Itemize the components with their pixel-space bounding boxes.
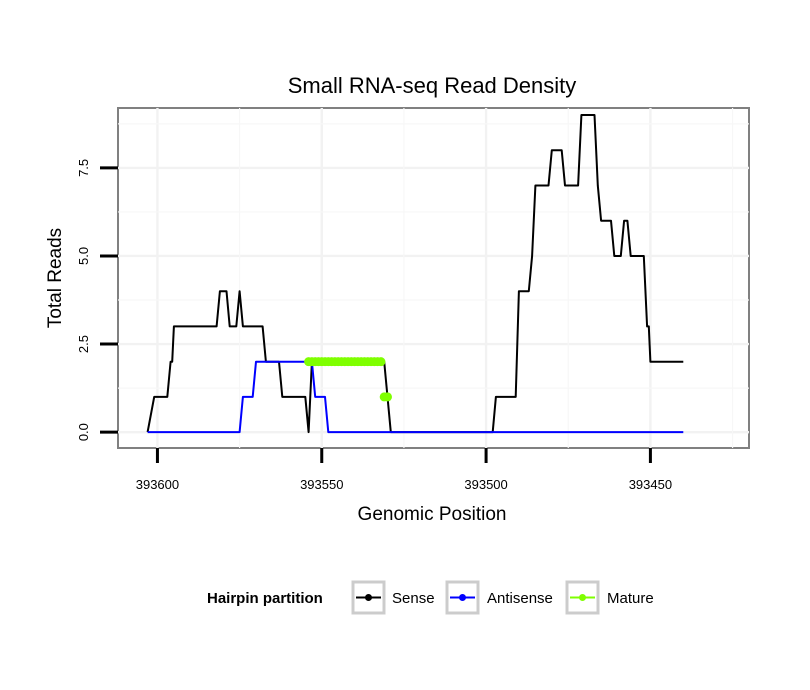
y-tick-label-2: 5.0 bbox=[76, 247, 91, 265]
y-tick-label-1: 2.5 bbox=[76, 335, 91, 353]
series-layer bbox=[146, 114, 684, 434]
series-line-antisense bbox=[147, 360, 684, 434]
legend-entry-sense: Sense bbox=[351, 580, 435, 615]
legend-label-antisense: Antisense bbox=[487, 590, 553, 607]
legend-title: Hairpin partition bbox=[207, 590, 323, 607]
legend-key-dot-antisense bbox=[459, 594, 466, 601]
axis-layer: 393600 393550 393500 393450 0.0 2.5 5.0 7.5 bbox=[76, 159, 672, 492]
legend-label-mature: Mature bbox=[607, 590, 654, 607]
x-tick-label-0: 393600 bbox=[136, 477, 179, 492]
y-tick-label-0: 0.0 bbox=[76, 423, 91, 441]
legend: Hairpin partition Sense Antisense Mature bbox=[207, 580, 654, 615]
y-tick-label-3: 7.5 bbox=[76, 159, 91, 177]
legend-key-dot-sense bbox=[365, 594, 372, 601]
legend-entry-mature: Mature bbox=[565, 580, 654, 615]
series-point-mature-24 bbox=[382, 392, 392, 402]
chart-title: Small RNA-seq Read Density bbox=[288, 73, 577, 98]
x-axis-title: Genomic Position bbox=[358, 504, 507, 525]
x-tick-label-3: 393450 bbox=[629, 477, 672, 492]
x-tick-label-1: 393550 bbox=[300, 477, 343, 492]
x-tick-label-2: 393500 bbox=[464, 477, 507, 492]
series-point-mature-22 bbox=[376, 357, 386, 367]
legend-entry-antisense: Antisense bbox=[445, 580, 553, 615]
legend-label-sense: Sense bbox=[392, 590, 435, 607]
legend-key-dot-mature bbox=[579, 594, 586, 601]
y-axis-title: Total Reads bbox=[45, 228, 66, 328]
series-line-sense bbox=[146, 114, 684, 434]
plot-panel bbox=[117, 107, 750, 449]
